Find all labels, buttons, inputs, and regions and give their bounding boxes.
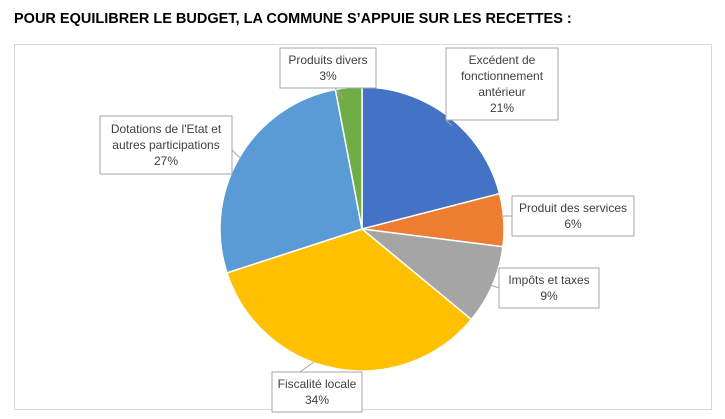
leader-line [334,87,344,99]
data-label-percent: 6% [564,217,582,231]
data-label-percent: 34% [305,393,329,407]
pie-slice [226,228,473,372]
leader-line [231,149,241,159]
data-label-category: Fiscalité locale [278,377,357,391]
data-label-percent: 27% [154,154,178,168]
data-label-category: autres participations [112,138,219,152]
data-label-category: Excédent de [469,53,536,67]
leader-line [299,361,315,373]
data-label-category: Produit des services [519,201,627,215]
leader-line [445,119,453,127]
data-label-percent: 3% [319,69,337,83]
data-label-box [271,371,363,413]
data-label-category: fonctionnement [461,69,544,83]
data-label-category: Dotations de l'Etat et [111,122,222,136]
data-label-box [498,267,600,309]
data-label-box [279,47,377,89]
data-label-box [99,115,233,175]
data-label-percent: 9% [540,289,558,303]
data-label-category: antérieur [478,85,525,99]
leader-line [489,284,500,289]
data-label-box [445,47,559,121]
data-label-box [511,195,635,237]
data-label-percent: 21% [490,101,514,115]
data-label-category: Produits divers [288,53,367,67]
page-title: POUR EQUILIBRER LE BUDGET, LA COMMUNE S’… [14,11,572,27]
data-label-category: Impôts et taxes [508,273,589,287]
pie-slice [219,88,363,274]
